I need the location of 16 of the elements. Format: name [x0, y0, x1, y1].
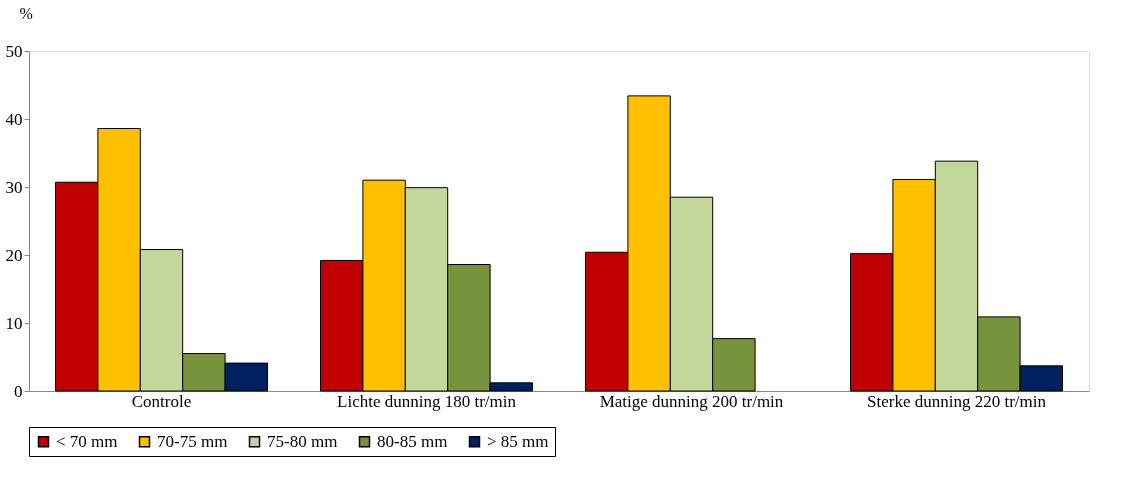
legend-label: 70-75 mm	[157, 431, 228, 451]
legend-label: > 85 mm	[487, 431, 549, 451]
x-tick-label: Controle	[131, 391, 192, 411]
x-tick-label: Lichte dunning 180 tr/min	[337, 391, 517, 411]
y-tick-label: 50	[5, 41, 23, 61]
y-tick-label: 20	[5, 245, 23, 265]
legend-label: < 70 mm	[56, 431, 118, 451]
y-axis-title: %	[19, 4, 33, 22]
y-tick-label: 10	[5, 313, 23, 333]
legend-label: 75-80 mm	[267, 431, 338, 451]
x-tick-label: Matige dunning 200 tr/min	[599, 391, 784, 411]
x-tick-label: Sterke dunning 220 tr/min	[867, 391, 1047, 411]
y-tick-label: 40	[5, 109, 23, 129]
legend-label: 80-85 mm	[377, 431, 448, 451]
y-tick-label: 0	[14, 381, 23, 401]
y-tick-label: 30	[5, 177, 23, 197]
